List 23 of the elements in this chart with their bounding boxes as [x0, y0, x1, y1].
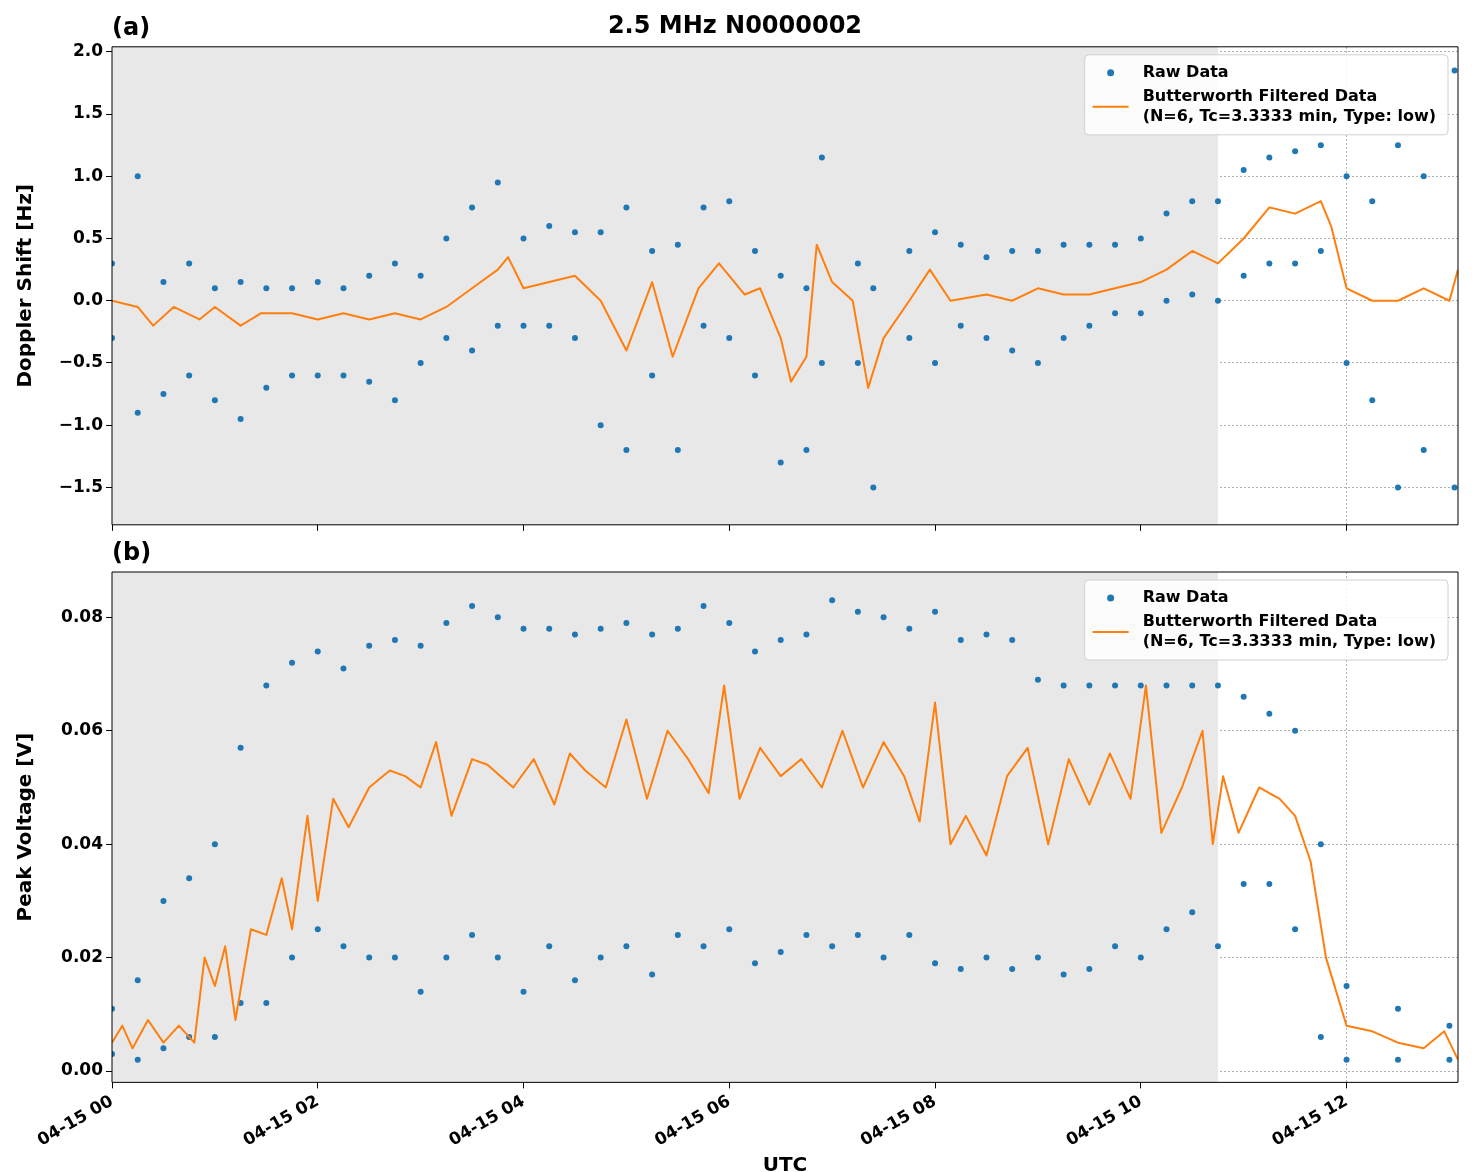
x-axis-title: UTC	[762, 1152, 808, 1172]
y-tick-label: 0.0	[72, 289, 104, 310]
y-tick-label: 2.0	[72, 40, 104, 61]
chart-title: 2.5 MHz N0000002	[607, 10, 863, 39]
y-tick-label: 0.02	[61, 946, 103, 967]
y-axis-title: Peak Voltage [V]	[12, 732, 37, 922]
y-tick-label: 0.00	[61, 1059, 104, 1080]
legend-label: Butterworth Filtered Data (N=6, Tc=3.3333 min, Type: low)	[1142, 611, 1437, 651]
legend-label: Raw Data	[1142, 61, 1229, 81]
y-tick-label: −0.5	[58, 351, 103, 372]
legend-label: Raw Data	[1142, 587, 1229, 607]
legend-label: Butterworth Filtered Data (N=6, Tc=3.3333 min, Type: low)	[1142, 85, 1437, 125]
y-tick-label: 0.04	[61, 832, 104, 853]
y-axis-title: Doppler Shift [Hz]	[12, 184, 37, 388]
text: (b)	[112, 538, 152, 567]
y-tick-label: 1.0	[72, 164, 104, 185]
text: (a)	[112, 13, 151, 42]
y-tick-label: 0.08	[61, 605, 103, 626]
y-tick-label: 1.5	[72, 102, 103, 123]
y-tick-label: −1.5	[58, 475, 103, 496]
y-tick-label: 0.06	[61, 719, 103, 740]
y-tick-label: 0.5	[72, 226, 103, 247]
y-tick-label: −1.0	[58, 413, 104, 434]
